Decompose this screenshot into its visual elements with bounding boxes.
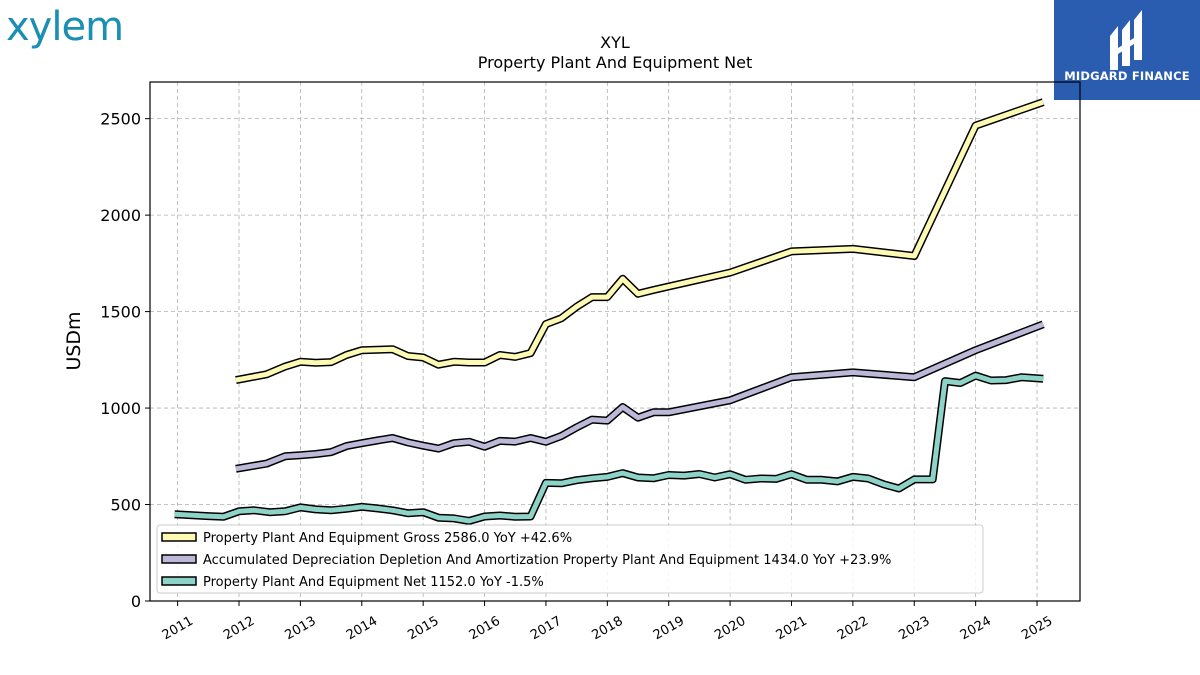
y-axis-label: USDm <box>63 311 85 370</box>
x-tick-label: 2013 <box>283 614 319 644</box>
y-tick-label: 2000 <box>100 206 141 225</box>
legend-label: Property Plant And Equipment Gross 2586.… <box>203 531 572 546</box>
series-line <box>174 373 1044 524</box>
x-axis: 2011 2012 2013 2014 2015 2016 2017 2018 2019 2020… <box>160 601 1055 644</box>
axes-frame <box>149 81 1081 602</box>
x-tick-label: 2023 <box>896 614 932 644</box>
x-tick-label: 2011 <box>160 614 196 644</box>
x-tick-label: 2020 <box>712 614 748 644</box>
x-tick-label: 2016 <box>467 614 503 644</box>
legend-label: Accumulated Depreciation Depletion And A… <box>203 553 891 568</box>
x-tick-label: 2018 <box>589 614 625 644</box>
x-tick-label: 2024 <box>958 614 994 644</box>
midgard-finance-logo: MIDGARD FINANCE <box>1054 0 1200 100</box>
x-tick-label: 2025 <box>1019 614 1055 644</box>
series-line <box>235 321 1045 472</box>
legend-label: Property Plant And Equipment Net 1152.0 … <box>203 575 544 590</box>
x-tick-label: 2019 <box>651 614 687 644</box>
x-tick-label: 2022 <box>835 614 871 644</box>
xylem-logo: xylem <box>6 4 124 50</box>
series-line-outline <box>174 371 1044 525</box>
y-tick-label: 1000 <box>100 399 141 418</box>
series-line <box>235 99 1045 383</box>
x-tick-label: 2015 <box>405 614 441 644</box>
series-line-outline <box>235 320 1045 473</box>
y-axis: 0 500 1000 1500 2000 2500 <box>100 110 150 611</box>
legend-swatch <box>161 576 197 586</box>
y-tick-label: 2500 <box>100 110 141 129</box>
legend-swatch <box>161 554 197 564</box>
x-tick-label: 2017 <box>528 614 564 644</box>
y-tick-label: 0 <box>131 592 141 611</box>
legend: Property Plant And Equipment Gross 2586.… <box>156 524 984 594</box>
chart-subtitle: Property Plant And Equipment Net <box>478 53 753 72</box>
y-tick-label: 500 <box>110 496 141 515</box>
y-tick-label: 1500 <box>100 303 141 322</box>
x-tick-label: 2012 <box>221 614 257 644</box>
legend-box <box>156 524 984 594</box>
plot-area <box>174 98 1045 525</box>
x-tick-label: 2021 <box>774 614 810 644</box>
chart-title: XYL <box>600 33 630 52</box>
x-tick-label: 2014 <box>344 614 380 644</box>
legend-swatch <box>161 532 197 542</box>
midgard-finance-mark-icon <box>1110 10 1142 70</box>
midgard-finance-name: MIDGARD FINANCE <box>1064 69 1190 83</box>
grid <box>150 82 1080 602</box>
